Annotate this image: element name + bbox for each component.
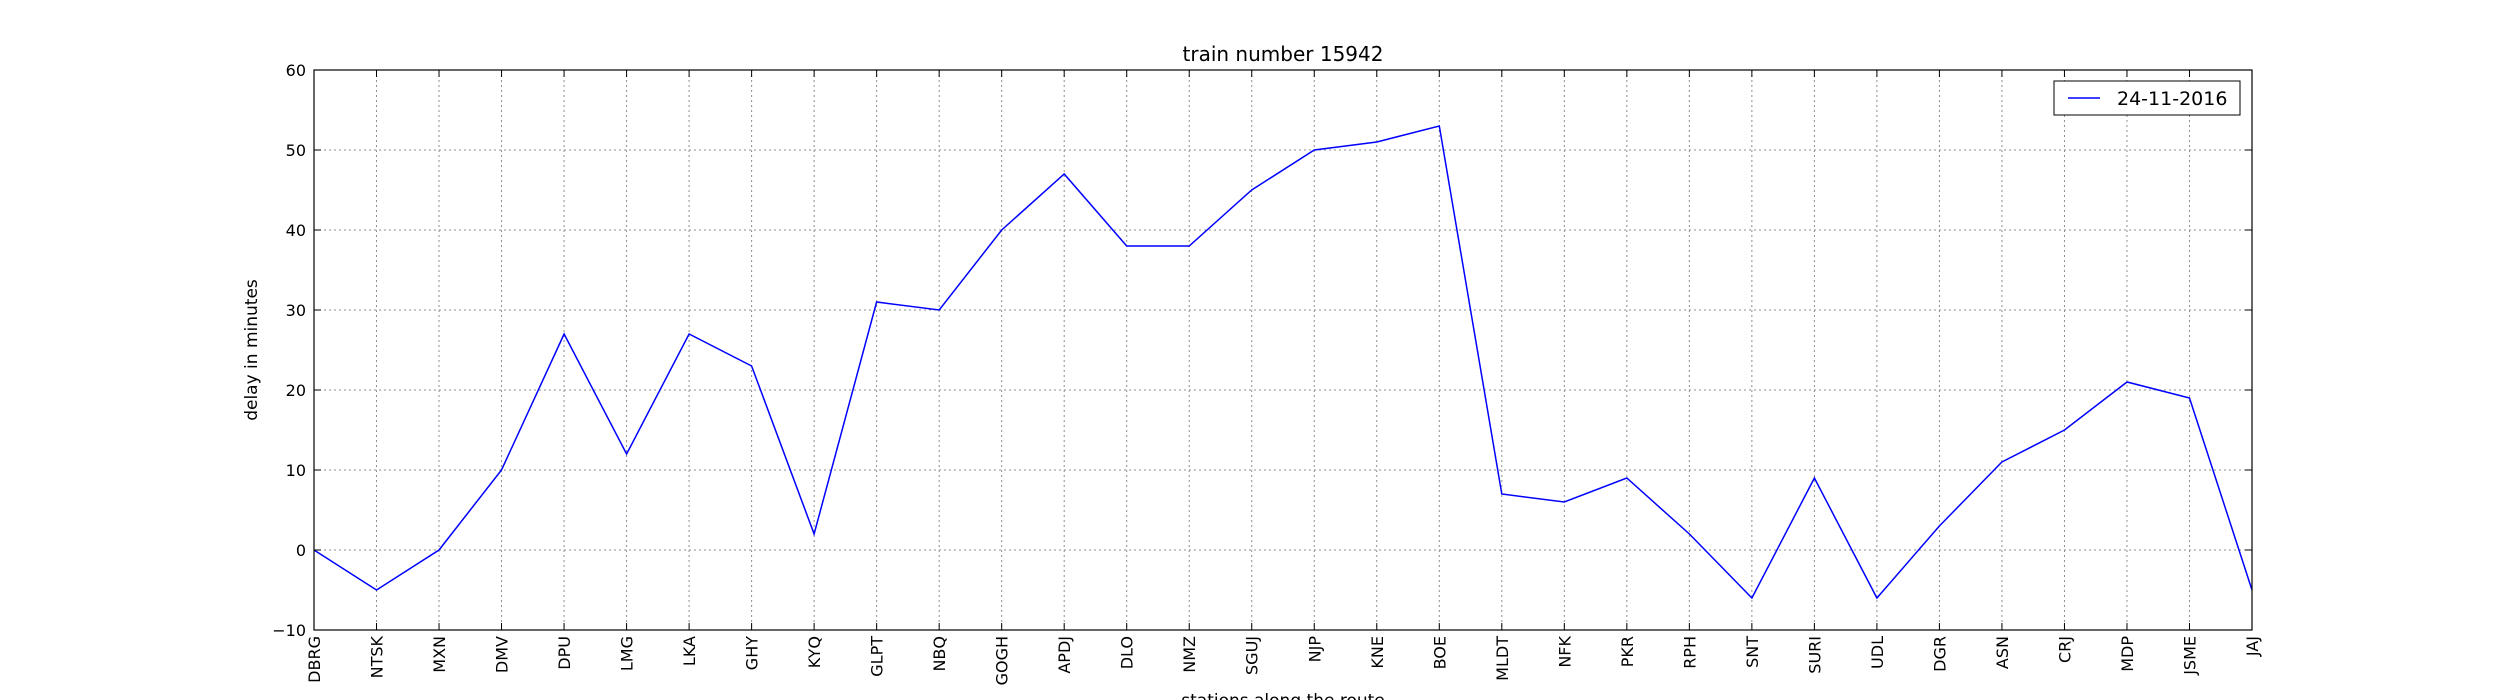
x-tick-label: SURI <box>1805 636 1824 674</box>
y-tick-label: 30 <box>286 301 306 320</box>
axis-ticks: DBRG NTSK MXN DMV DPU LMG LKA GHY KYQ GLPT NBQ GOGH… <box>272 61 2262 685</box>
x-tick-label: JSME <box>2180 636 2199 676</box>
y-tick-label: 40 <box>286 221 306 240</box>
x-tick-label: DLO <box>1118 636 1137 669</box>
x-tick-label: KNE <box>1368 636 1387 669</box>
x-tick-label: ASN <box>1993 636 2012 669</box>
x-tick-label: DPU <box>555 636 574 670</box>
x-tick-label: APDJ <box>1055 636 1074 674</box>
x-tick-label: NJP <box>1305 636 1324 663</box>
x-tick-label: SNT <box>1743 636 1762 668</box>
x-tick-label: MLDT <box>1493 636 1512 681</box>
x-tick-label: NFK <box>1555 636 1574 668</box>
grid-lines <box>313 69 2253 631</box>
x-tick-label: DMV <box>493 636 512 673</box>
x-tick-label: NTSK <box>368 635 387 678</box>
x-tick-label: CRJ <box>2055 636 2074 663</box>
series-line <box>313 125 2253 600</box>
x-axis-label: stations along the route <box>1181 691 1385 700</box>
y-tick-label: 60 <box>286 61 306 80</box>
y-tick-label: 20 <box>286 381 306 400</box>
x-tick-label: UDL <box>1868 636 1887 669</box>
x-tick-label: PKR <box>1618 636 1637 667</box>
y-axis-label: delay in minutes <box>242 279 262 421</box>
x-tick-label: GOGH <box>993 636 1012 685</box>
legend: 24-11-2016 <box>2053 80 2241 116</box>
x-tick-label: LKA <box>680 636 699 666</box>
x-tick-label: KYQ <box>805 636 824 668</box>
x-tick-label: GLPT <box>868 636 887 677</box>
plot-frame <box>313 69 2253 631</box>
x-tick-label: BOE <box>1430 636 1449 669</box>
x-tick-label: NMZ <box>1180 636 1199 673</box>
y-tick-label: −10 <box>272 621 306 640</box>
x-tick-label: RPH <box>1680 636 1699 669</box>
x-tick-label: DBRG <box>305 636 324 683</box>
legend-label: 24-11-2016 <box>2117 88 2227 110</box>
x-tick-label: NBQ <box>930 636 949 672</box>
y-tick-label: 10 <box>286 461 306 480</box>
x-tick-label: DGR <box>1930 636 1949 672</box>
chart-title: train number 15942 <box>1183 42 1384 66</box>
x-tick-label: MDP <box>2118 636 2137 672</box>
x-tick-label: GHY <box>743 636 762 670</box>
series-layer <box>313 125 2253 600</box>
x-tick-label: MXN <box>430 636 449 673</box>
y-tick-label: 0 <box>296 541 306 560</box>
x-tick-label: LMG <box>618 636 637 671</box>
x-tick-label: SGUJ <box>1243 636 1262 675</box>
x-tick-label: JAJ <box>2243 636 2262 657</box>
y-tick-label: 50 <box>286 141 306 160</box>
